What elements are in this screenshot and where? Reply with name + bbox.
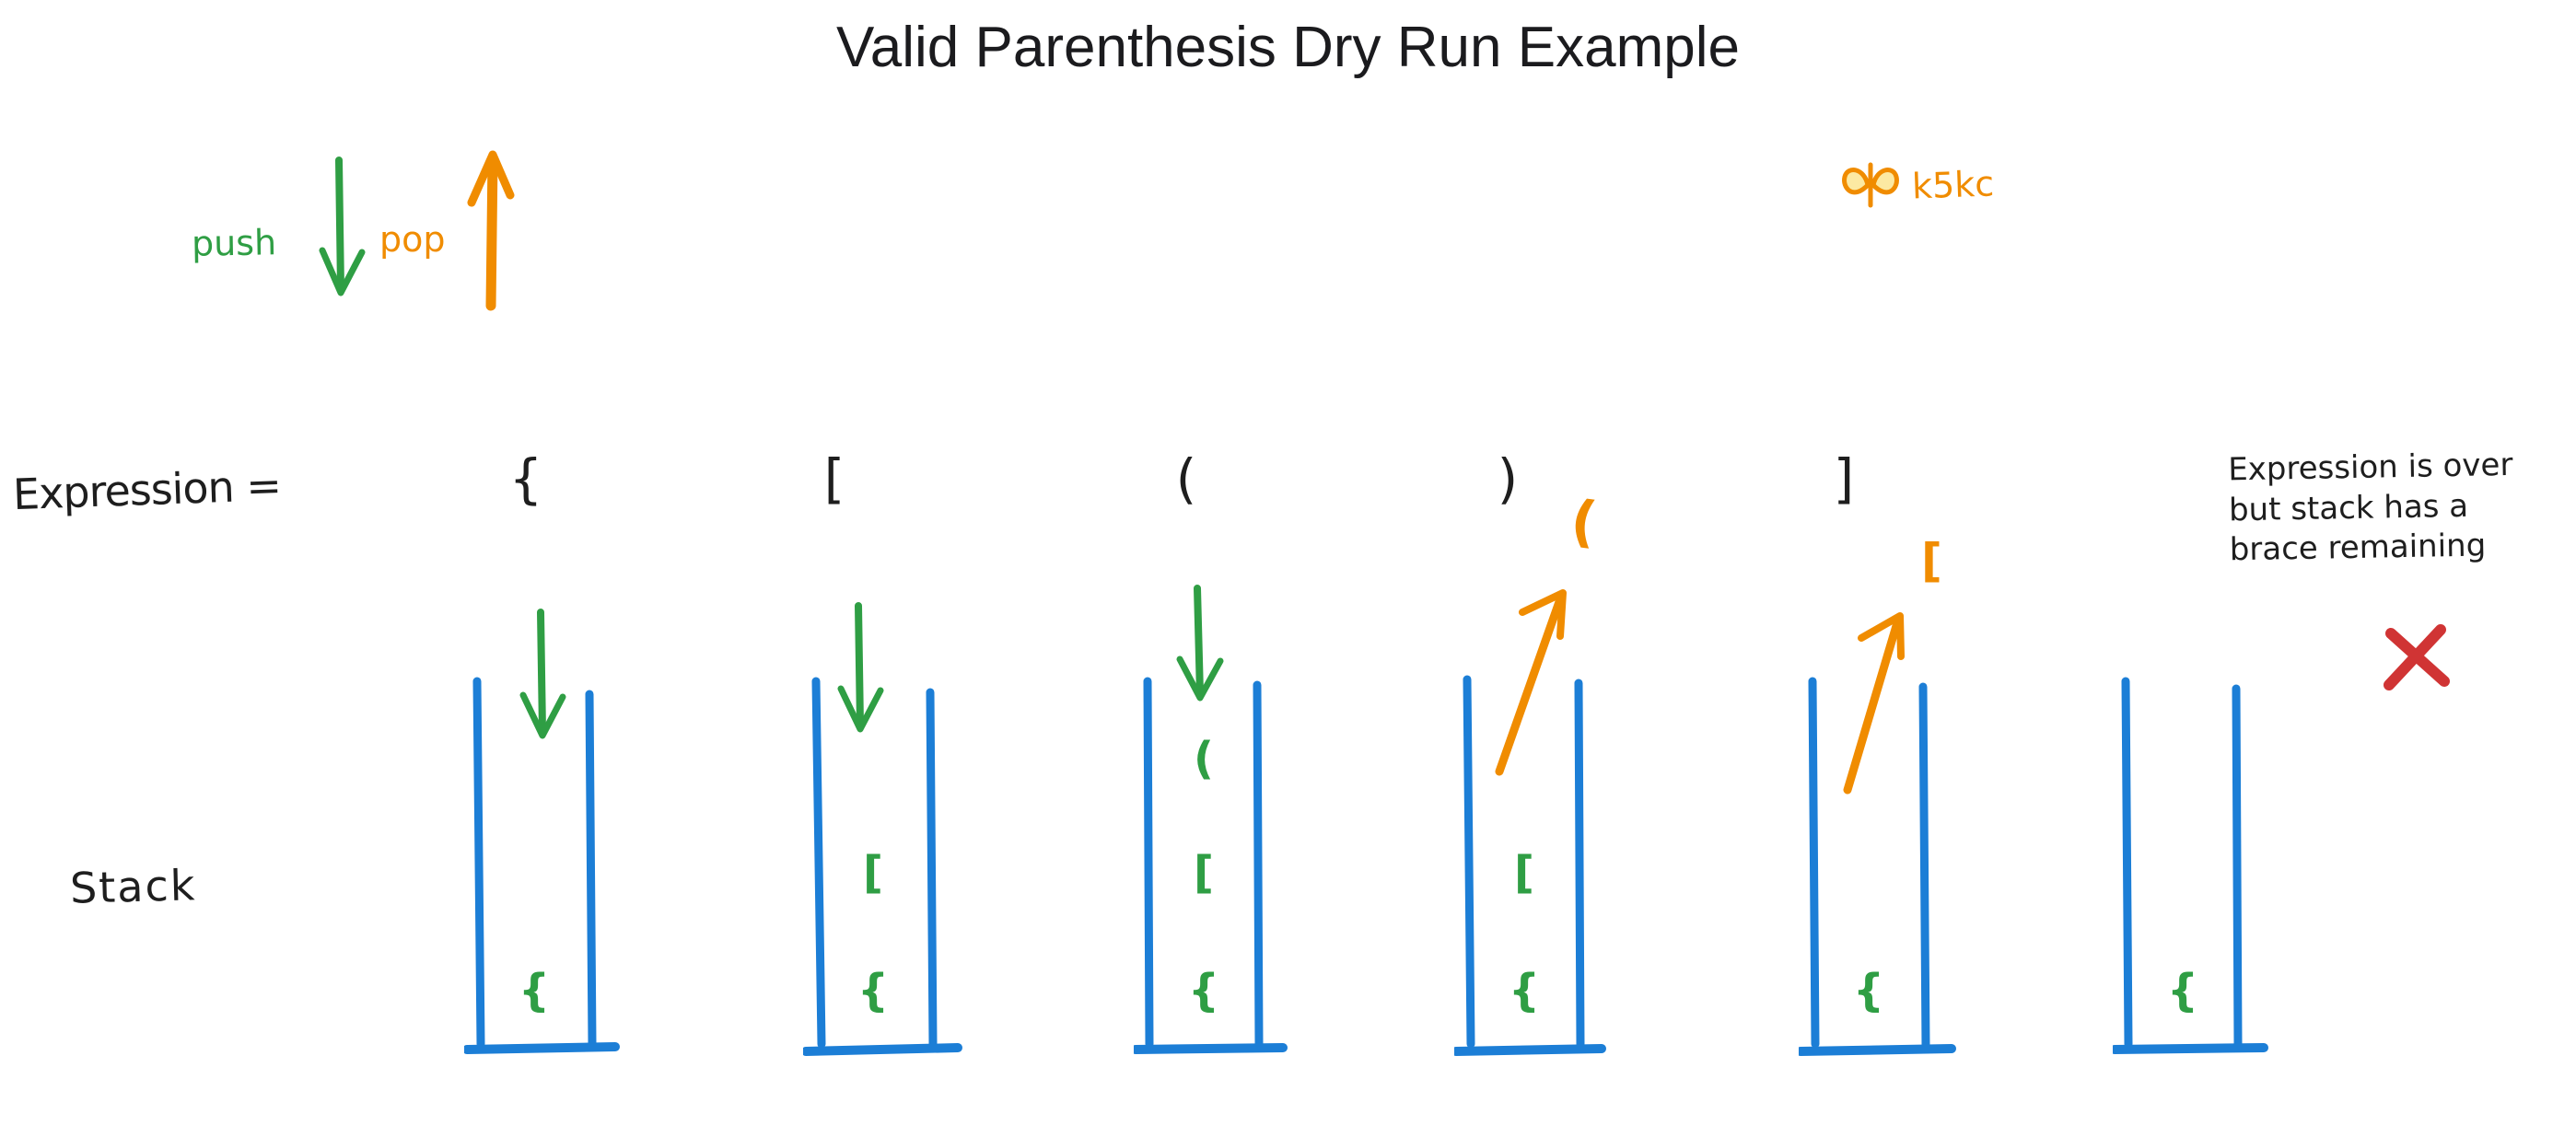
stack-item: [ — [1514, 847, 1534, 899]
expression-token-1: { — [508, 447, 543, 510]
stack-container-icon — [2113, 677, 2268, 1054]
invalid-note: Expression is over but stack has a brace… — [2228, 445, 2576, 571]
red-cross-icon — [2384, 624, 2450, 690]
stack-step-3: ( [ { — [1134, 672, 1300, 1068]
stack-item: [ — [863, 847, 883, 899]
stack-container-icon — [1454, 675, 1606, 1056]
stack-item: { — [1187, 965, 1220, 1016]
stack-item: { — [1852, 965, 1885, 1016]
pop-up-arrow-icon — [467, 150, 515, 311]
pop-legend-label: pop — [379, 219, 446, 260]
expression-token-2: [ — [823, 447, 845, 510]
invalid-note-line-2: but stack has a — [2228, 487, 2469, 528]
invalid-note-line-1: Expression is over — [2227, 446, 2513, 489]
invalid-note-line-3: brace remaining — [2229, 527, 2487, 569]
stack-label: Stack — [69, 860, 198, 913]
stack-step-4: [ { — [1454, 672, 1620, 1068]
stack-item: { — [1508, 965, 1541, 1016]
stack-item: { — [2166, 965, 2199, 1016]
stack-step-1: { — [464, 672, 630, 1068]
stack-step-6: { — [2113, 672, 2279, 1068]
popped-paren-char: ( — [1567, 488, 1601, 556]
watermark-label: k5kc — [1911, 163, 1995, 207]
stack-container-icon — [464, 677, 620, 1054]
push-arrow-step3-icon — [1176, 585, 1224, 702]
stack-item: [ — [1194, 847, 1214, 899]
stack-step-2: [ { — [803, 672, 969, 1068]
expression-label: Expression = — [12, 459, 282, 520]
page-title: Valid Parenthesis Dry Run Example — [836, 16, 1740, 79]
push-legend-label: push — [191, 222, 277, 264]
stack-container-icon — [1799, 677, 1956, 1056]
pop-arrow-step4-icon — [1495, 589, 1567, 776]
stack-item: { — [857, 965, 890, 1016]
watermark: k5kc — [1840, 162, 1995, 208]
expression-token-5: ] — [1833, 447, 1855, 510]
popped-bracket-char: [ — [1921, 534, 1942, 587]
expression-token-3: ( — [1175, 447, 1197, 510]
stack-item: ( — [1194, 733, 1214, 784]
stack-item: { — [518, 965, 551, 1016]
stack-step-5: { — [1799, 672, 1964, 1068]
butterfly-icon — [1842, 162, 1899, 208]
pop-arrow-step5-icon — [1843, 612, 1905, 795]
stack-container-icon — [1134, 677, 1288, 1054]
push-down-arrow-icon — [319, 157, 366, 296]
push-arrow-step1-icon — [519, 609, 566, 739]
stack-container-icon — [803, 677, 962, 1056]
push-arrow-step2-icon — [837, 602, 884, 733]
expression-token-4: ) — [1497, 447, 1519, 510]
